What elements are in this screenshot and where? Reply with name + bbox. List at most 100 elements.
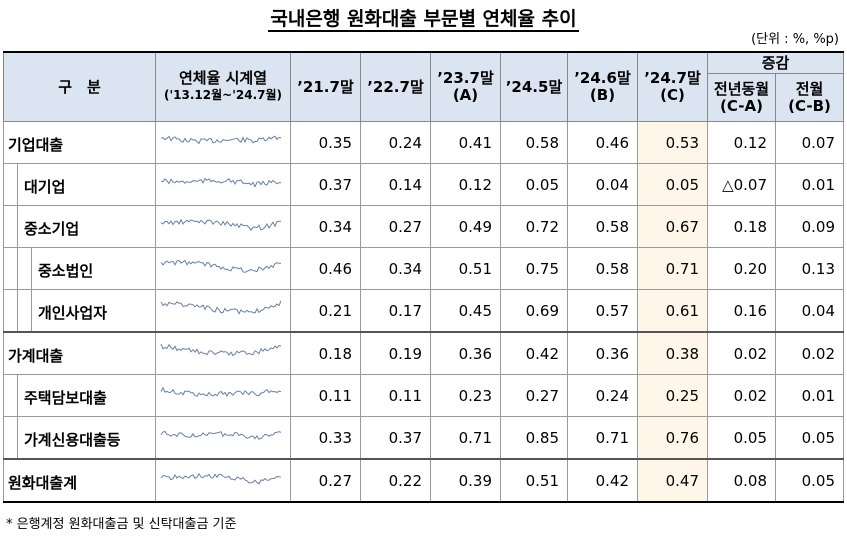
value-cell: 0.18 xyxy=(290,331,361,375)
row-label: 가계신용대출등 xyxy=(24,431,121,449)
sparkline-line xyxy=(160,343,282,356)
row-label-cell: 가계신용대출등 xyxy=(3,416,156,460)
value-cell: 0.02 xyxy=(707,374,776,417)
header-cell: 전년동월 (C-A) xyxy=(707,73,776,122)
value-cell: 0.27 xyxy=(360,205,431,248)
value-cell: 0.24 xyxy=(567,374,638,417)
indent-line xyxy=(17,417,18,458)
value-cell: 0.16 xyxy=(707,289,776,333)
table-row: 가계대출 0.18 0.19 0.36 0.42 0.36 0.38 0.02 0.02 xyxy=(3,331,845,375)
value-cell: 0.09 xyxy=(774,205,845,248)
row-label-cell: 중소기업 xyxy=(3,205,156,248)
sparkline xyxy=(160,259,282,273)
header-cell: ’24.6말 (B) xyxy=(567,51,638,122)
value-cell: 0.13 xyxy=(774,247,845,290)
value-cell: 0.05 xyxy=(707,416,776,460)
row-label: 개인사업자 xyxy=(38,304,108,322)
header-cell: ’24.5말 xyxy=(500,51,568,122)
value-cell: 0.58 xyxy=(567,205,638,248)
value-cell: 0.20 xyxy=(707,247,776,290)
group-header: 증감 xyxy=(706,51,845,74)
value-cell: 0.27 xyxy=(500,374,568,417)
row-label: 원화대출계 xyxy=(8,474,78,492)
header-label: 전년동월 xyxy=(713,79,770,98)
indent-line xyxy=(17,206,18,247)
indent-line xyxy=(31,248,32,289)
header-cell: 전월 (C-B) xyxy=(774,73,845,122)
header-cell: ’24.7말 (C) xyxy=(637,51,708,122)
sparkline xyxy=(160,135,282,144)
header-cell: ’23.7말 (A) xyxy=(430,51,501,122)
value-cell: 0.37 xyxy=(290,163,361,206)
sparkline-cell xyxy=(155,416,291,460)
value-cell: 0.05 xyxy=(774,416,845,460)
value-cell: 0.72 xyxy=(500,205,568,248)
title: 국내은행 원화대출 부문별 연체율 추이 xyxy=(0,4,847,32)
header-cell: 구 분 xyxy=(3,51,156,122)
value-cell: 0.07 xyxy=(774,121,845,164)
header-label: ’24.5말 xyxy=(505,77,563,96)
value-cell: 0.21 xyxy=(290,289,361,333)
value-cell: 0.11 xyxy=(290,374,361,417)
table-row: 중소법인 0.46 0.34 0.51 0.75 0.58 0.71 0.20 0.13 xyxy=(3,247,845,290)
header-label: 전월 xyxy=(795,79,824,98)
sparkline xyxy=(160,177,282,188)
value-cell: 0.34 xyxy=(360,247,431,290)
row-label: 중소법인 xyxy=(38,262,94,280)
header-cell: 연체율 시계열 ('13.12월~'24.7월) xyxy=(155,51,291,122)
sparkline xyxy=(160,343,282,356)
table: 구 분 연체율 시계열 ('13.12월~'24.7월) ’21.7말 ’22.7말 ’2… xyxy=(3,51,845,503)
header-label: ’24.6말 xyxy=(574,69,631,87)
sparkline-line xyxy=(160,300,282,315)
value-cell: 0.42 xyxy=(500,331,568,375)
table-row: 주택담보대출 0.11 0.11 0.23 0.27 0.24 0.25 0.02 0.01 xyxy=(3,374,845,417)
title-text: 국내은행 원화대출 부문별 연체율 추이 xyxy=(268,8,579,32)
value-cell: 0.02 xyxy=(774,331,845,375)
row-label: 주택담보대출 xyxy=(24,389,107,407)
value-cell: 0.12 xyxy=(707,121,776,164)
header-label: ’21.7말 xyxy=(297,77,354,96)
value-cell: 0.25 xyxy=(637,374,708,417)
value-cell: 0.04 xyxy=(774,289,845,333)
table-row: 개인사업자 0.21 0.17 0.45 0.69 0.57 0.61 0.16 0.04 xyxy=(3,289,845,333)
row-label: 가계대출 xyxy=(8,347,64,365)
sparkline xyxy=(160,218,281,231)
value-cell: 0.46 xyxy=(567,121,638,164)
indent-line xyxy=(17,375,18,416)
value-cell: 0.75 xyxy=(500,247,568,290)
sparkline xyxy=(160,430,282,440)
indent-line xyxy=(17,248,18,289)
table-row: 원화대출계 0.27 0.22 0.39 0.51 0.42 0.47 0.08 0.05 xyxy=(3,458,845,503)
value-cell: 0.67 xyxy=(637,205,708,248)
header-label: 연체율 시계열 xyxy=(178,69,268,87)
value-cell: 0.19 xyxy=(360,331,431,375)
value-cell: 0.61 xyxy=(637,289,708,333)
sparkline-line xyxy=(160,218,281,231)
value-cell: 0.17 xyxy=(360,289,431,333)
header-sub: (C-A) xyxy=(720,96,763,115)
header-label: ’24.7말 xyxy=(644,69,701,87)
row-label: 기업대출 xyxy=(8,136,64,154)
value-cell: 0.02 xyxy=(707,331,776,375)
value-cell: 0.57 xyxy=(567,289,638,333)
sparkline-line xyxy=(160,472,282,485)
value-cell: 0.71 xyxy=(430,416,501,460)
value-cell: 0.27 xyxy=(290,458,361,503)
header-label: 구 분 xyxy=(58,77,101,96)
value-cell: 0.51 xyxy=(500,458,568,503)
sparkline xyxy=(160,472,282,485)
sparkline-cell xyxy=(155,205,291,248)
value-cell: 0.01 xyxy=(774,374,845,417)
header-sub: (A) xyxy=(452,86,479,104)
value-cell: 0.47 xyxy=(637,458,708,503)
sparkline xyxy=(160,300,282,315)
row-label-cell: 가계대출 xyxy=(3,331,156,375)
sparkline-cell xyxy=(155,458,291,503)
value-cell: 0.38 xyxy=(637,331,708,375)
value-cell: 0.24 xyxy=(360,121,431,164)
sparkline-cell xyxy=(155,289,291,333)
value-cell: 0.39 xyxy=(430,458,501,503)
row-label: 대기업 xyxy=(24,178,66,196)
header-sub: ('13.12월~'24.7월) xyxy=(163,88,283,102)
